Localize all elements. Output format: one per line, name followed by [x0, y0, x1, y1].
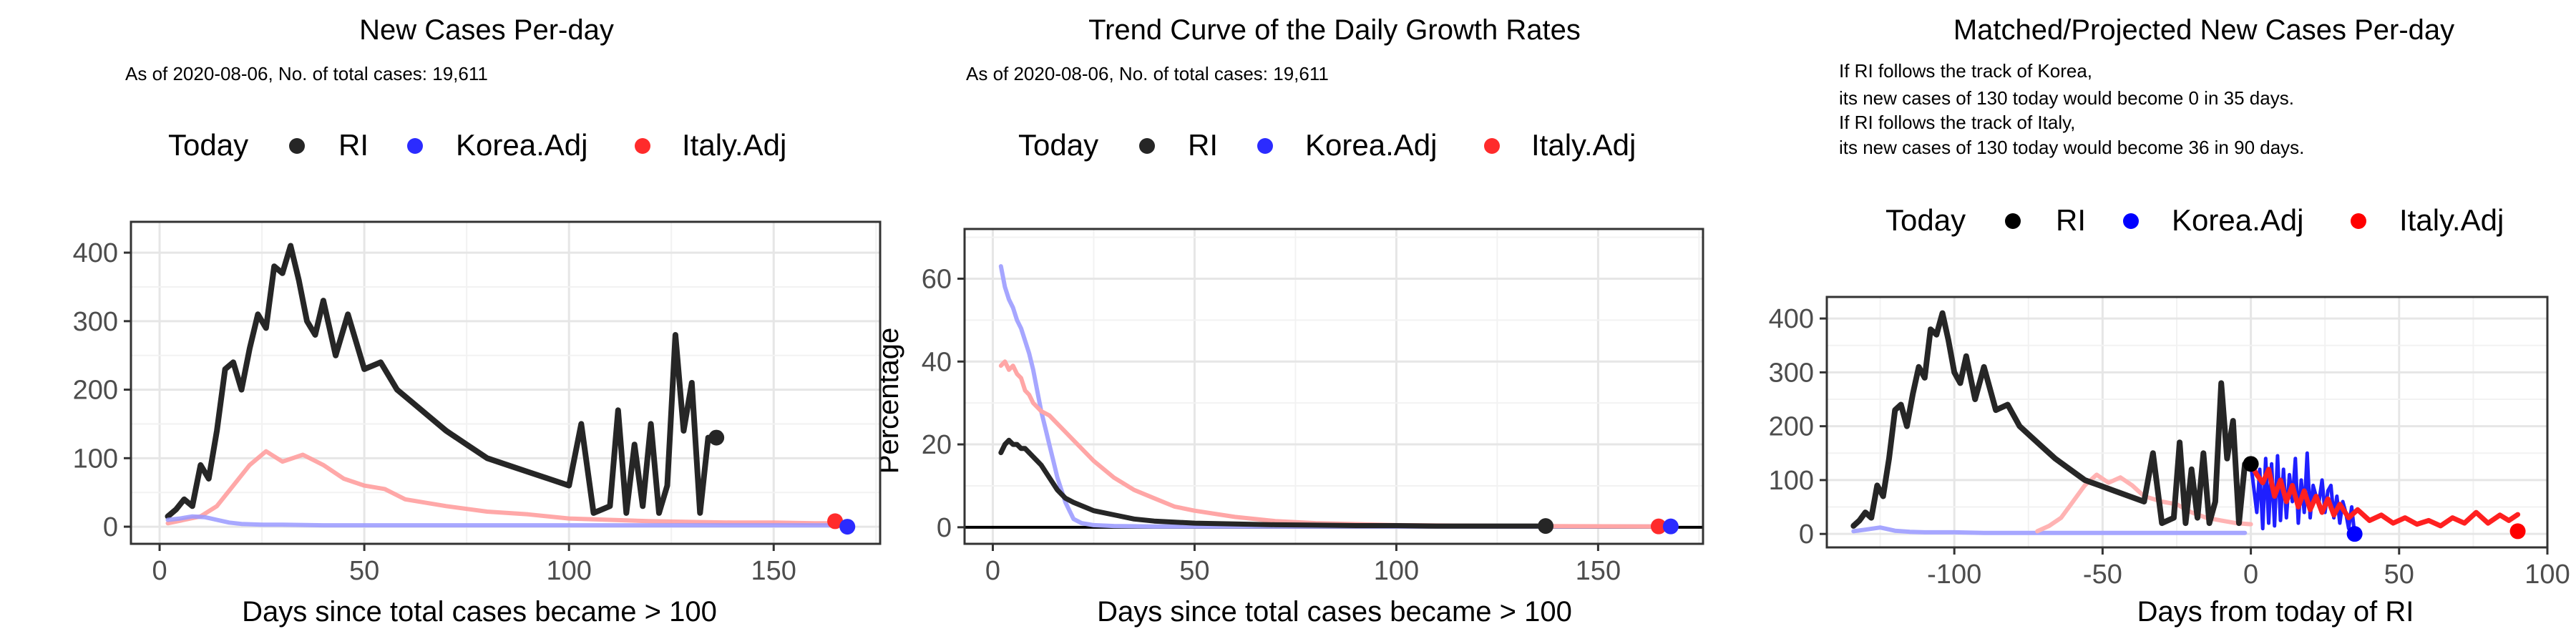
y-tick-label: 200 — [1769, 412, 1814, 442]
panel-title: New Cases Per-day — [359, 14, 614, 46]
y-tick-label: 40 — [922, 347, 952, 377]
y-tick-label: 0 — [1799, 519, 1814, 550]
plot-background — [131, 222, 880, 544]
legend-key-korea — [1257, 138, 1273, 154]
y-tick-label: 100 — [73, 444, 118, 474]
x-tick-label: 50 — [349, 556, 379, 586]
y-tick-label: 300 — [73, 307, 118, 337]
y-tick-label: 400 — [73, 238, 118, 268]
panel-new-cases: New Cases Per-day As of 2020-08-06, No. … — [73, 14, 796, 628]
today-point-ri — [708, 429, 725, 446]
panel-subtitle-line: its new cases of 130 today would become … — [1839, 137, 2304, 158]
x-tick-label: 100 — [1374, 556, 1419, 586]
x-tick-label: -100 — [1927, 560, 1981, 590]
series-line-korea-adj — [165, 514, 850, 528]
x-tick-label: 150 — [751, 556, 796, 586]
legend-key-italy — [2351, 213, 2366, 229]
legend-label-italy: Italy.Adj — [1531, 128, 1636, 162]
panel-subtitle-line: If RI follows the track of Italy, — [1839, 112, 2075, 133]
y-tick-label: 20 — [922, 430, 952, 460]
legend: Today RI Korea.Adj Italy.Adj — [168, 128, 786, 162]
x-tick-label: 50 — [1179, 556, 1209, 586]
legend-label-ri: RI — [338, 128, 369, 162]
legend: Today RI Korea.Adj Italy.Adj — [1018, 128, 1636, 162]
today-point-korea-adj — [2346, 526, 2363, 542]
panel-subtitle: As of 2020-08-06, No. of total cases: 19… — [125, 63, 488, 84]
legend-label-korea: Korea.Adj — [1305, 128, 1437, 162]
y-tick-label: 60 — [922, 264, 952, 294]
plot-border — [130, 220, 882, 545]
panel-title: Matched/Projected New Cases Per-day — [1953, 14, 2454, 46]
series-line-ri — [165, 243, 720, 519]
panel-subtitle: As of 2020-08-06, No. of total cases: 19… — [966, 63, 1329, 84]
chart-panel-2 — [957, 228, 1704, 551]
y-tick-label: 0 — [937, 513, 952, 543]
x-tick-label: 50 — [2384, 560, 2414, 590]
today-point-ri — [2243, 456, 2259, 472]
legend-key-korea — [2123, 213, 2139, 229]
legend-key-ri — [2005, 213, 2021, 229]
series-group — [165, 243, 856, 535]
plot-border — [963, 228, 1704, 545]
legend-title: Today — [1885, 203, 1966, 237]
series-line-italy-adj — [165, 449, 841, 526]
panel-growth-rates: Trend Curve of the Daily Growth Rates As… — [873, 14, 1636, 628]
panel-title: Trend Curve of the Daily Growth Rates — [1088, 14, 1581, 46]
legend-key-ri — [1139, 138, 1155, 154]
plot-layer — [124, 220, 2549, 555]
y-tick-label: 200 — [73, 376, 118, 406]
series-line-ri — [998, 437, 1548, 529]
x-tick-label: 0 — [152, 556, 167, 586]
y-tick-label: 400 — [1769, 304, 1814, 334]
today-point-korea-adj — [1662, 518, 1679, 535]
legend-label-italy: Italy.Adj — [2399, 203, 2504, 237]
legend-label-italy: Italy.Adj — [682, 128, 786, 162]
x-axis-title: Days since total cases became > 100 — [1097, 596, 1572, 628]
y-tick-label: 300 — [1769, 358, 1814, 388]
legend-title: Today — [1018, 128, 1098, 162]
legend-key-korea — [407, 138, 423, 154]
x-tick-label: 100 — [2524, 560, 2570, 590]
today-point-italy-adj — [1650, 518, 1667, 535]
series-line-korea-adj — [998, 264, 1673, 529]
legend: Today RI Korea.Adj Italy.Adj — [1885, 203, 2504, 237]
plot-border — [1825, 296, 2549, 549]
x-tick-label: 0 — [985, 556, 1000, 586]
chart-panel-3 — [1820, 296, 2549, 555]
chart-panel-1 — [124, 220, 882, 551]
legend-key-italy — [635, 138, 650, 154]
x-tick-label: 150 — [1576, 556, 1621, 586]
legend-label-korea: Korea.Adj — [2172, 203, 2303, 237]
series-line-ri — [1850, 310, 2254, 529]
plot-background — [965, 229, 1703, 544]
x-axis-title: Days since total cases became > 100 — [242, 596, 717, 628]
legend-label-korea: Korea.Adj — [456, 128, 587, 162]
legend-label-ri: RI — [1188, 128, 1218, 162]
series-line-italy-adj — [2248, 461, 2521, 529]
series-line-korea-adj-matched — [1851, 525, 2248, 535]
series-group — [998, 264, 1679, 535]
x-tick-label: -50 — [2083, 560, 2122, 590]
panel-subtitle-line: If RI follows the track of Korea, — [1839, 60, 2092, 82]
today-point-ri — [1538, 518, 1554, 535]
panel-projected: Matched/Projected New Cases Per-day If R… — [1769, 14, 2570, 628]
series-line-italy-adj — [998, 359, 1661, 529]
x-tick-label: 0 — [2243, 560, 2258, 590]
today-point-italy-adj — [2509, 523, 2526, 540]
y-tick-label: 100 — [1769, 466, 1814, 496]
legend-label-ri: RI — [2056, 203, 2086, 237]
panel-subtitle-line: its new cases of 130 today would become … — [1839, 87, 2294, 109]
series-group — [1850, 310, 2526, 542]
y-tick-label: 0 — [103, 512, 118, 542]
legend-title: Today — [168, 128, 248, 162]
today-point-korea-adj — [839, 519, 856, 535]
today-point-italy-adj — [827, 513, 844, 530]
x-tick-label: 100 — [546, 556, 591, 586]
x-axis-title: Days from today of RI — [2137, 596, 2414, 628]
legend-key-italy — [1484, 138, 1500, 154]
legend-key-ri — [289, 138, 305, 154]
